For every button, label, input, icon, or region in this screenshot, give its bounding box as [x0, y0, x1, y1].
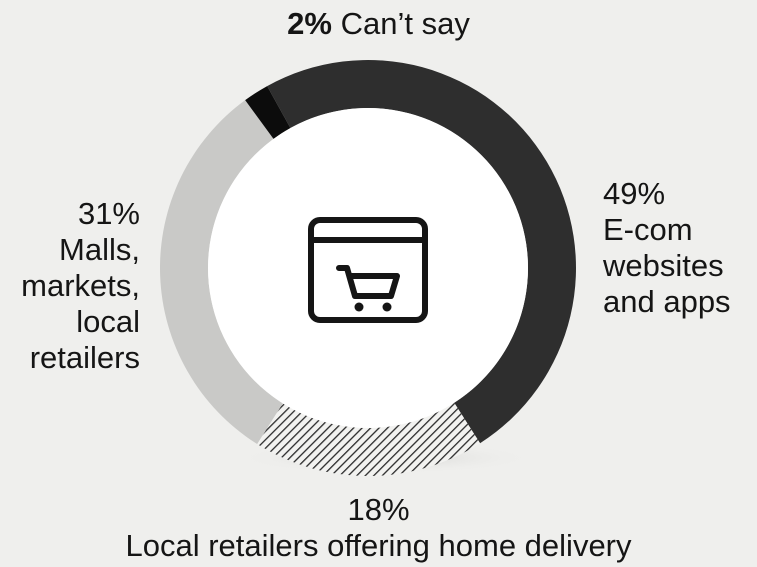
label-malls-pct: 31%: [77, 196, 140, 231]
label-cant-say-text: Can’t say: [340, 6, 470, 41]
shopping-cart-browser-icon: [308, 217, 428, 323]
donut-hole: [208, 108, 528, 428]
label-ecom-pct: 49%: [603, 176, 666, 211]
label-malls-line: Malls,: [59, 232, 140, 267]
label-ecom-line: E-com: [603, 212, 693, 247]
label-ecom-line: websites: [603, 248, 724, 283]
donut-slice-2: [160, 100, 283, 445]
label-malls-line: local: [76, 304, 140, 339]
label-local-delivery: 18% Local retailers offering home delive…: [0, 492, 757, 564]
donut-slice-1: [257, 402, 481, 476]
label-cant-say-pct: 2%: [287, 6, 332, 41]
label-local-delivery-pct: 18%: [347, 492, 410, 527]
label-malls-line: retailers: [29, 340, 140, 375]
label-local-delivery-text: Local retailers offering home delivery: [125, 528, 632, 563]
label-malls: 31% Malls, markets, local retailers: [21, 196, 140, 376]
label-malls-line: markets,: [21, 268, 140, 303]
label-cant-say: 2% Can’t say: [0, 6, 757, 42]
donut-slices: [160, 59, 577, 476]
donut-slice-0: [267, 59, 577, 444]
label-ecom: 49% E-com websites and apps: [603, 176, 731, 320]
label-ecom-line: and apps: [603, 284, 731, 319]
donut-slice-3: [245, 86, 291, 139]
